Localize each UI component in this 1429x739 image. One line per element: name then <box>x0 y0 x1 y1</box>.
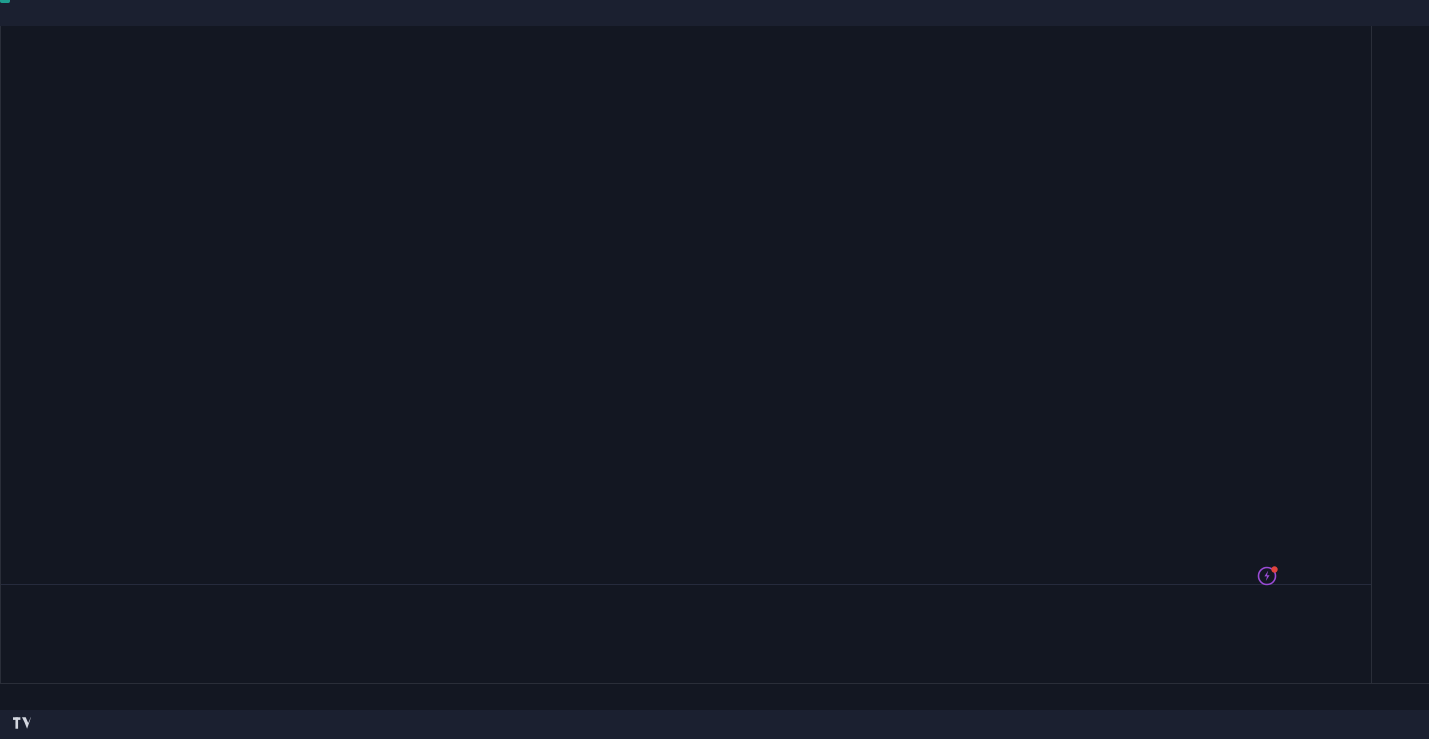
price-pane[interactable] <box>0 26 1371 585</box>
tradingview-logo[interactable] <box>13 717 36 729</box>
symbol-badge-label <box>0 0 10 3</box>
lightning-alert-icon[interactable] <box>1256 563 1280 587</box>
price-chart-svg <box>0 26 1371 585</box>
publish-info-bar <box>0 0 1429 26</box>
rsi-pane[interactable] <box>0 586 1371 683</box>
footer-bar <box>0 710 1429 739</box>
time-axis[interactable] <box>0 683 1429 710</box>
price-axis[interactable] <box>1371 26 1429 683</box>
rsi-chart-svg <box>0 586 1371 683</box>
pane-left-border <box>0 26 1 683</box>
symbol-price-badge <box>0 0 10 3</box>
tradingview-mark-icon <box>13 717 31 729</box>
